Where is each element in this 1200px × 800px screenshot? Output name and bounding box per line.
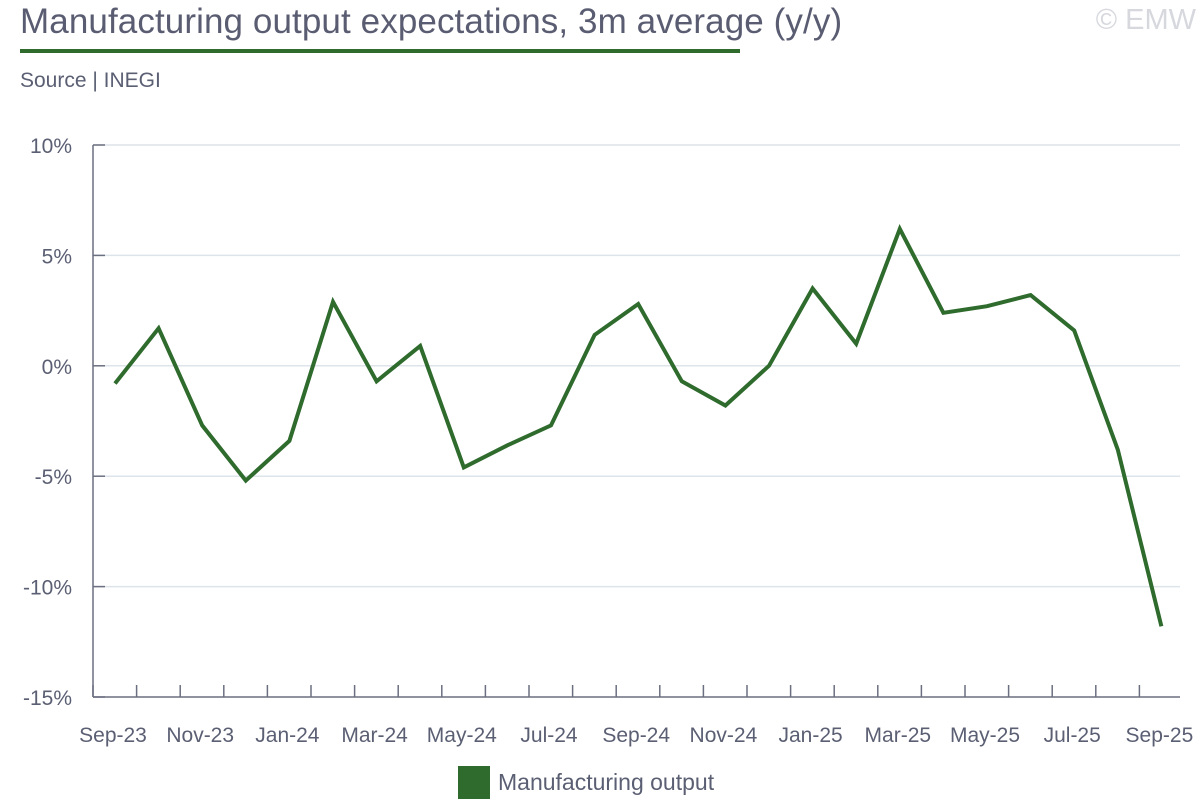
- y-tick-label: -15%: [23, 687, 72, 710]
- legend-label: Manufacturing output: [498, 769, 715, 795]
- x-tick-label: May-24: [427, 724, 497, 747]
- y-tick-label: 5%: [42, 245, 72, 268]
- y-tick-label: -5%: [35, 466, 72, 489]
- x-tick-label: May-25: [950, 724, 1020, 747]
- x-tick-label: Mar-24: [341, 724, 408, 747]
- x-tick-label: Sep-24: [602, 724, 670, 747]
- x-tick-label: Mar-25: [865, 724, 932, 747]
- series-line-manufacturing-output: [113, 224, 1164, 627]
- x-tick-label: Nov-24: [690, 724, 758, 747]
- legend-swatch: [458, 766, 490, 799]
- x-tick-label: Sep-25: [1126, 724, 1194, 747]
- chart-source: Source | INEGI: [20, 69, 161, 92]
- chart-title: Manufacturing output expectations, 3m av…: [20, 2, 843, 41]
- gridlines: [93, 144, 1180, 588]
- y-tick-label: 10%: [30, 135, 72, 158]
- line-chart: 10% 5% 0% -5% -10% -15% Sep-23 Nov-23 Jan-24 Mar-…: [23, 135, 1193, 747]
- x-tick-label: Jul-25: [1044, 724, 1101, 747]
- y-tick-label: 0%: [42, 356, 72, 379]
- title-underline: [20, 49, 740, 53]
- watermark: © EMW: [1095, 4, 1196, 36]
- tick-labels: 10% 5% 0% -5% -10% -15% Sep-23 Nov-23 Jan-24 Mar-…: [23, 135, 1193, 747]
- x-tick-label: Sep-23: [79, 724, 147, 747]
- y-tick-label: -10%: [23, 577, 72, 600]
- series-layer: [113, 224, 1164, 627]
- legend: Manufacturing output: [458, 766, 714, 799]
- x-tick-label: Jul-24: [520, 724, 578, 747]
- x-tick-label: Nov-23: [166, 724, 234, 747]
- x-tick-label: Jan-25: [778, 724, 842, 747]
- x-tick-label: Jan-24: [255, 724, 320, 747]
- axes: [92, 144, 1180, 698]
